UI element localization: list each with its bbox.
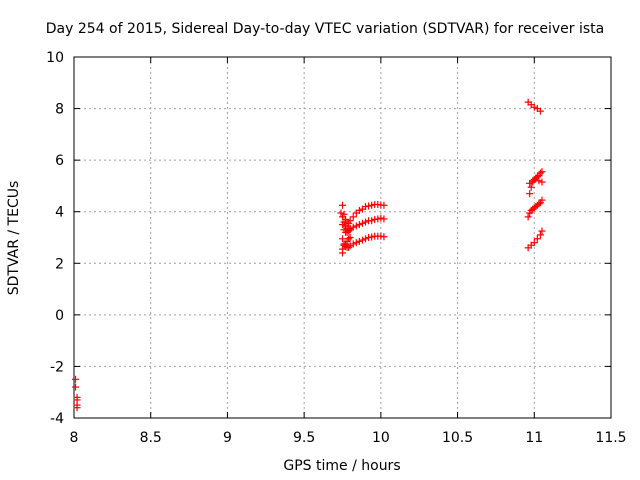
data-point-arc-e — [346, 224, 354, 232]
data-point-cluster-8h — [72, 383, 80, 391]
y-tick-label: 4 — [55, 205, 64, 221]
data-point-group-11h-low — [538, 196, 546, 204]
y-tick-label: 10 — [46, 50, 64, 66]
data-point-arc-a — [349, 213, 357, 221]
data-point-arc-e — [340, 218, 348, 226]
data-point-group-11h-top — [536, 107, 544, 115]
data-point-arc-c — [358, 236, 366, 244]
data-point-group-11h-top — [530, 103, 538, 111]
data-point-arc-a — [355, 206, 363, 214]
data-point-arc-b — [352, 222, 360, 230]
y-tick-label: 0 — [55, 308, 64, 324]
data-point-arc-a — [346, 217, 354, 225]
x-axis-label: GPS time / hours — [283, 458, 400, 474]
data-point-arc-c — [355, 237, 363, 245]
data-point-arc-a — [339, 201, 346, 209]
data-point-group-11h-low — [535, 200, 543, 208]
chart-title: Day 254 of 2015, Sidereal Day-to-day VTE… — [46, 21, 604, 37]
x-tick-label: 9.5 — [293, 430, 315, 446]
grid-lines — [74, 57, 611, 418]
data-point-arc-d — [345, 235, 353, 243]
axis-ticks: 8 8.5 9 9.5 10 10.5 11 11.5 -4 -2 0 2 4 6 8 10 — [46, 50, 626, 446]
data-point-arc-d — [340, 241, 348, 249]
y-tick-label: 6 — [55, 153, 64, 169]
data-point-group-11h-mid — [533, 173, 541, 181]
data-point-arc-d — [346, 234, 354, 241]
x-tick-label: 8 — [70, 430, 79, 446]
data-point-group-11h-bottom — [538, 227, 546, 235]
data-point-group-11h-bottom — [536, 231, 544, 239]
y-tick-label: -4 — [50, 411, 64, 427]
data-point-arc-e — [337, 209, 345, 217]
data-point-arc-e — [345, 226, 353, 234]
data-point-group-11h-mid2 — [538, 178, 546, 186]
data-point-arc-b — [368, 217, 376, 225]
data-point-arc-a — [380, 201, 388, 209]
data-point-arc-b — [358, 219, 366, 227]
y-tick-label: 8 — [55, 102, 64, 118]
data-point-arc-d — [339, 245, 346, 253]
x-tick-label: 10 — [372, 430, 390, 446]
data-point-arc-b — [380, 215, 388, 223]
x-tick-label: 8.5 — [140, 430, 162, 446]
data-point-arc-b — [374, 215, 382, 223]
data-point-group-11h-mid — [527, 183, 535, 191]
data-point-group-11h-bottom — [530, 239, 538, 247]
data-point-arc-c — [345, 243, 353, 251]
data-points — [72, 98, 546, 412]
plot-frame — [73, 56, 612, 419]
data-point-arc-c — [349, 240, 357, 248]
data-point-group-11h-mid — [526, 190, 534, 198]
data-point-group-11h-mid — [538, 168, 546, 176]
data-point-group-11h-mid2 — [535, 177, 543, 185]
data-point-arc-b — [349, 223, 357, 231]
data-point-group-11h-low — [524, 213, 532, 221]
data-point-arc-c — [362, 235, 370, 243]
data-point-arc-a — [368, 201, 376, 209]
data-point-arc-a — [365, 202, 373, 210]
data-point-arc-b — [355, 221, 363, 229]
data-point-arc-b — [377, 214, 385, 222]
data-point-group-11h-mid — [536, 169, 544, 177]
data-point-group-11h-bottom — [533, 235, 541, 243]
x-tick-label: 11 — [525, 430, 543, 446]
x-tick-label: 11.5 — [595, 430, 626, 446]
y-tick-label: 2 — [55, 256, 64, 272]
data-point-arc-b — [362, 218, 370, 226]
y-axis-label: SDTVAR / TECUs — [6, 181, 22, 296]
x-tick-label: 9 — [223, 430, 232, 446]
data-point-cluster-8h — [73, 404, 81, 412]
data-point-arc-c — [352, 239, 360, 247]
x-tick-label: 10.5 — [442, 430, 473, 446]
y-tick-label: -2 — [50, 359, 64, 375]
data-point-cluster-8h — [72, 375, 80, 383]
data-point-arc-c — [346, 242, 354, 250]
data-point-arc-c — [368, 233, 376, 241]
data-point-arc-c — [380, 233, 388, 241]
data-point-arc-e — [339, 213, 346, 221]
data-point-arc-c — [339, 235, 346, 243]
